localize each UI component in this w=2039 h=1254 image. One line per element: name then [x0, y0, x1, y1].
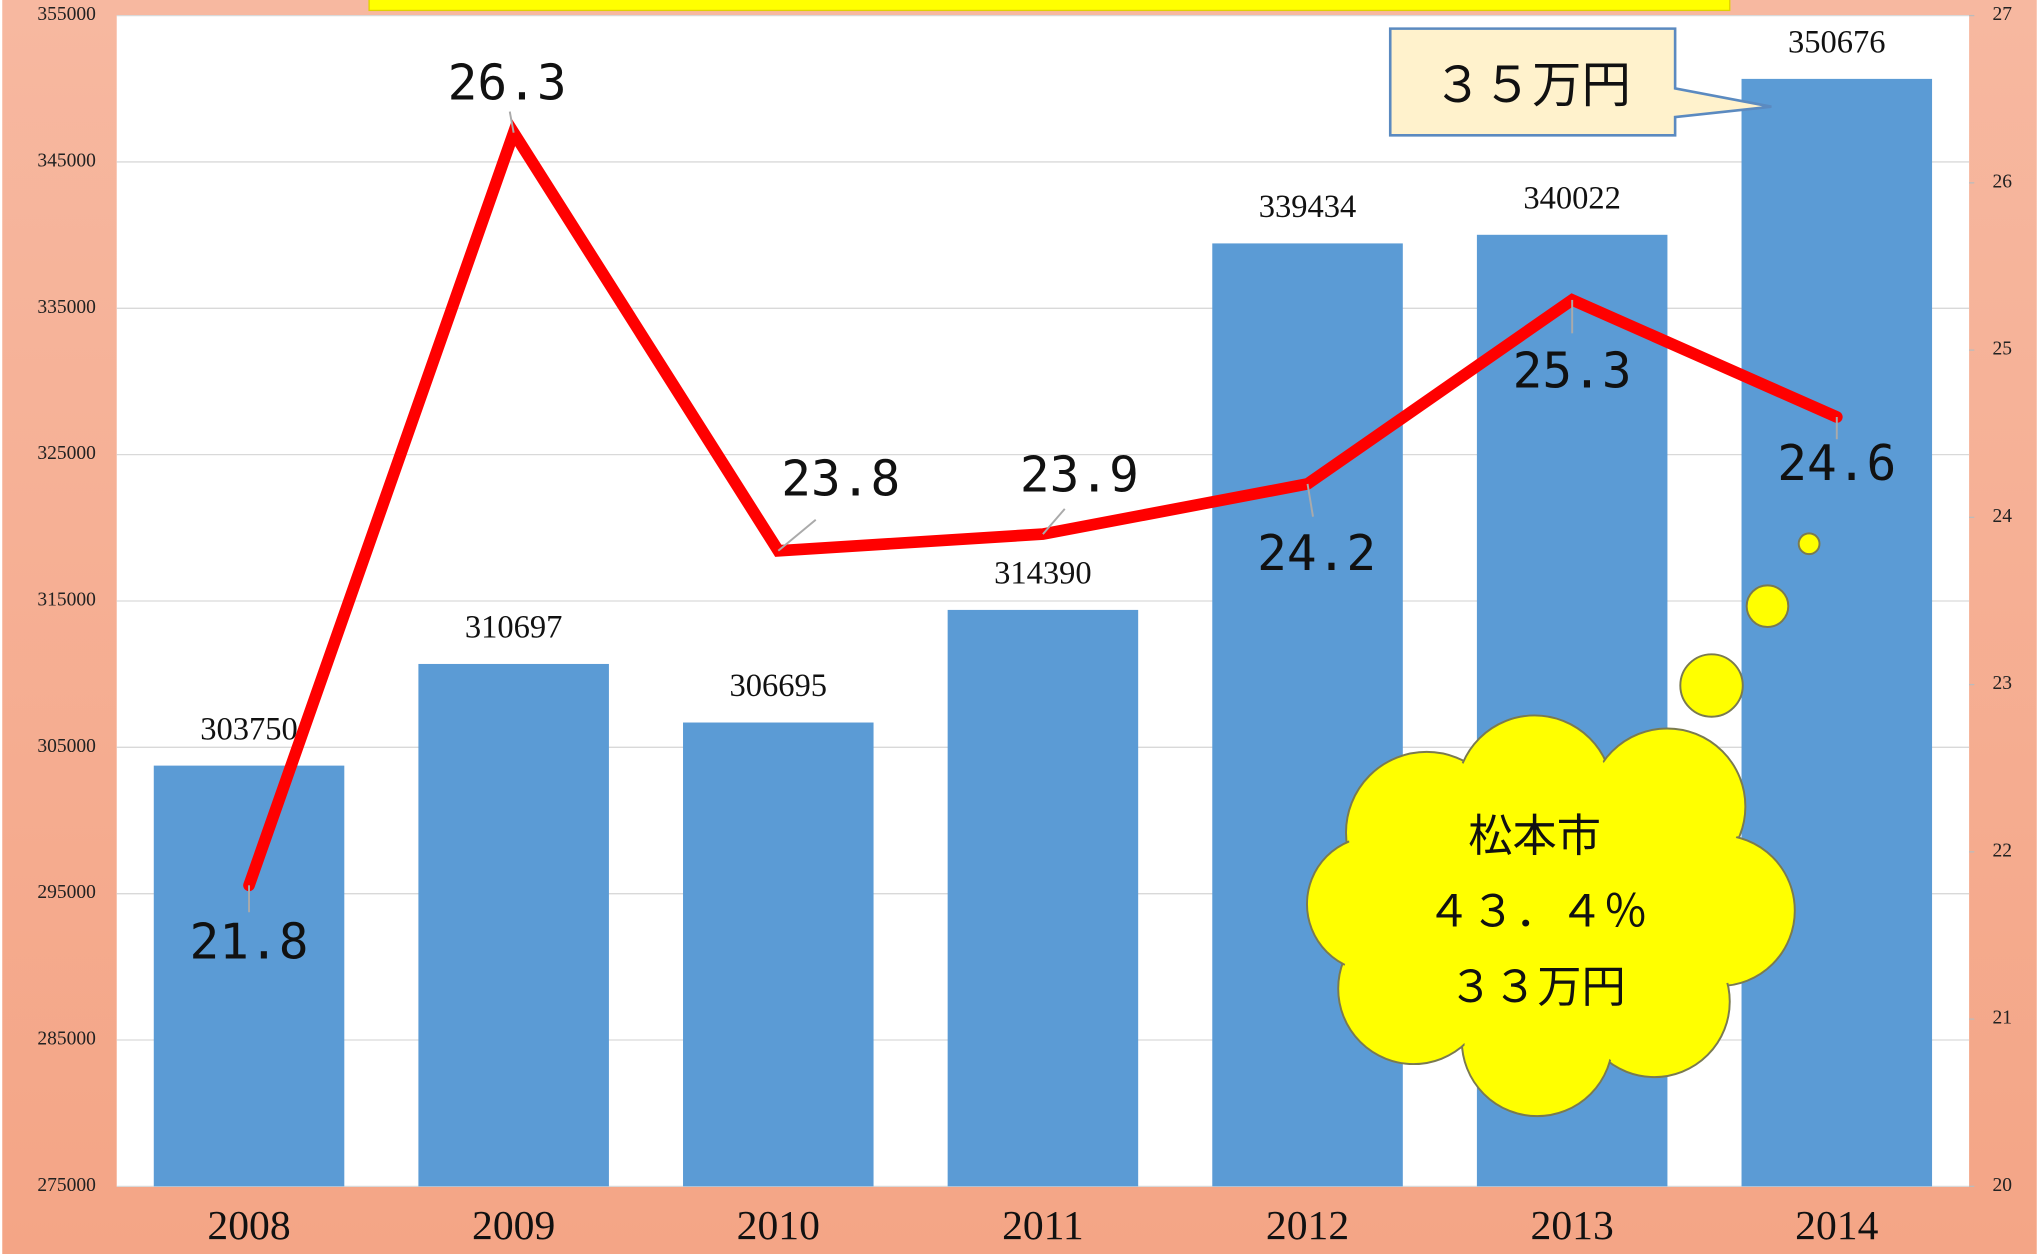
- y2-tick-label: 27: [1993, 4, 2013, 25]
- bar-value-label: 303750: [200, 711, 298, 747]
- y2-tick-label: 26: [1993, 171, 2013, 192]
- line-value-label: 26.3: [448, 53, 567, 111]
- y2-tick-label: 25: [1993, 339, 2013, 360]
- bar-value-label: 310697: [465, 610, 563, 646]
- x-tick-label: 2008: [207, 1203, 290, 1249]
- line-value-label: 24.2: [1257, 524, 1376, 582]
- y-tick-label: 305000: [37, 736, 96, 757]
- x-tick-label: 2014: [1795, 1203, 1878, 1249]
- y-tick-label: 275000: [37, 1175, 96, 1196]
- y2-tick-label: 22: [1993, 840, 2013, 861]
- x-tick-label: 2010: [737, 1203, 820, 1249]
- x-tick-label: 2009: [472, 1203, 555, 1249]
- bar-value-label: 306695: [730, 668, 828, 704]
- y2-tick-label: 20: [1993, 1175, 2013, 1196]
- bar: [948, 610, 1139, 1186]
- line-value-label: 21.8: [190, 913, 309, 971]
- y2-tick-label: 21: [1993, 1008, 2013, 1029]
- bar-value-label: 350676: [1788, 25, 1886, 61]
- line-value-label: 25.3: [1513, 342, 1632, 400]
- y-tick-label: 325000: [37, 443, 96, 464]
- line-value-label: 23.9: [1020, 446, 1139, 504]
- x-tick-label: 2011: [1002, 1203, 1084, 1249]
- line-value-label: 23.8: [781, 449, 900, 507]
- bar: [154, 766, 345, 1187]
- chart: 275000 285000 295000 305000 315000 325000 3350…: [0, 0, 2039, 1254]
- cloud-text: ３３万円: [1449, 962, 1626, 1013]
- y2-tick-label: 24: [1993, 506, 2013, 527]
- line-value-label: 24.6: [1777, 434, 1896, 492]
- page: 275000 285000 295000 305000 315000 325000 3350…: [0, 0, 2039, 1254]
- y-tick-label: 355000: [37, 4, 96, 25]
- x-tick-label: 2012: [1266, 1203, 1349, 1249]
- y-tick-label: 335000: [37, 297, 96, 318]
- y-tick-label: 345000: [37, 150, 96, 171]
- bar: [683, 723, 874, 1187]
- bar-value-label: 340022: [1523, 180, 1621, 216]
- y-tick-label: 315000: [37, 589, 96, 610]
- bar-value-label: 339434: [1259, 189, 1357, 225]
- y-tick-label: 295000: [37, 882, 96, 903]
- cloud-text: ４３．４％: [1427, 886, 1648, 937]
- x-tick-label: 2013: [1531, 1203, 1614, 1249]
- callout-text: ３５万円: [1433, 56, 1631, 114]
- bar-value-label: 314390: [994, 556, 1092, 592]
- title-box: [369, 0, 1730, 10]
- cloud-text: 松本市: [1468, 811, 1601, 862]
- y-tick-label: 285000: [37, 1028, 96, 1049]
- bar: [1742, 79, 1933, 1186]
- y2-tick-label: 23: [1993, 673, 2013, 694]
- bar: [418, 664, 609, 1186]
